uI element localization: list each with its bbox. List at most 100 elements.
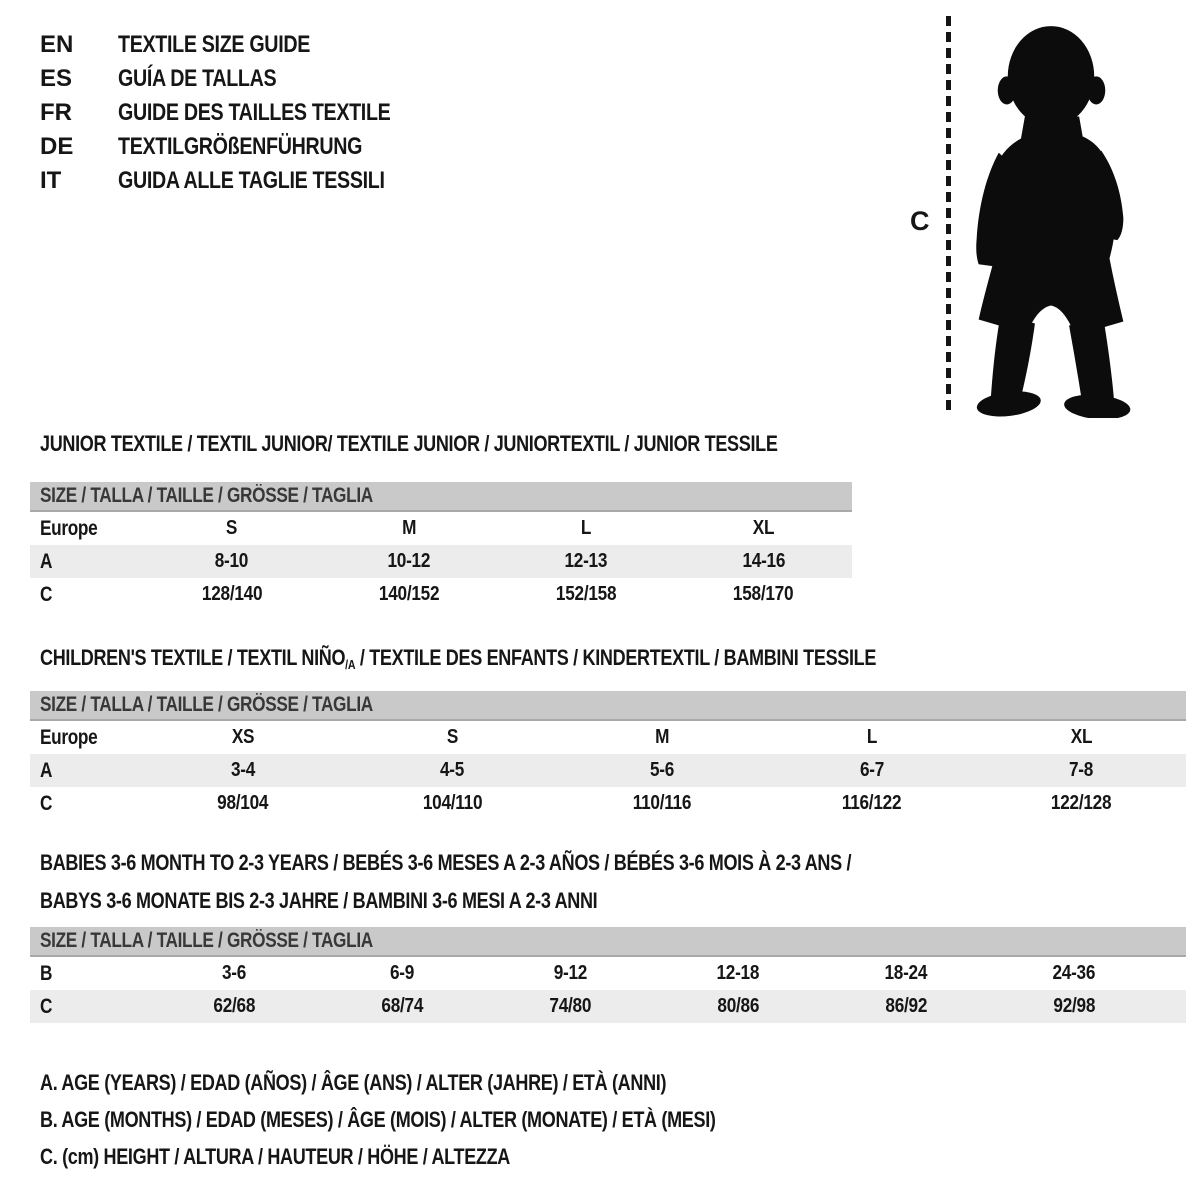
cell-value: XL: [752, 517, 775, 539]
row-label: Europe: [40, 516, 98, 540]
toddler-silhouette-icon: [976, 26, 1131, 418]
table-row-europe: Europe S M L XL: [30, 512, 852, 545]
cell-value: 12-13: [564, 550, 608, 572]
cell-value: 3-4: [230, 759, 255, 781]
row-label: C: [40, 994, 53, 1018]
language-row: IT GUIDA ALLE TAGLIE TESSILI: [40, 164, 450, 198]
cell-value: 24-36: [1052, 962, 1096, 984]
children-size-table: SIZE / TALLA / TAILLE / GRÖSSE / TAGLIA …: [30, 691, 1186, 820]
row-label: C: [40, 791, 53, 815]
heading-subscript: /A: [345, 657, 356, 672]
row-label: A: [40, 549, 53, 573]
babies-size-table: SIZE / TALLA / TAILLE / GRÖSSE / TAGLIA …: [30, 927, 1186, 1023]
cell-value: 6-7: [859, 759, 884, 781]
cell-value: 7-8: [1069, 759, 1094, 781]
row-label: B: [40, 961, 53, 985]
cell-value: 92/98: [1053, 995, 1095, 1017]
measure-legend: A. AGE (YEARS) / EDAD (AÑOS) / ÂGE (ANS)…: [40, 1064, 864, 1175]
language-title: TEXTILE SIZE GUIDE: [118, 31, 311, 58]
language-title: GUIDA ALLE TAGLIE TESSILI: [118, 167, 385, 194]
cell-value: 80/86: [717, 995, 759, 1017]
legend-text: C. (cm) HEIGHT / ALTURA / HAUTEUR / HÖHE…: [40, 1143, 511, 1169]
language-title: TEXTILGRÖßENFÜHRUNG: [118, 133, 363, 160]
cell-value: XL: [1070, 726, 1092, 748]
legend-line-a: A. AGE (YEARS) / EDAD (AÑOS) / ÂGE (ANS)…: [40, 1064, 864, 1101]
row-label: Europe: [40, 725, 98, 749]
cell-value: 122/128: [1050, 792, 1112, 814]
size-header-band: SIZE / TALLA / TAILLE / GRÖSSE / TAGLIA: [30, 691, 1186, 721]
table-row-b: B 3-6 6-9 9-12 12-18 18-24 24-36: [30, 957, 1186, 990]
table-rows: B 3-6 6-9 9-12 12-18 18-24 24-36 C 62/68 68/74 74/…: [30, 957, 1186, 1023]
cell-value: 6-9: [389, 962, 415, 984]
cell-value: M: [401, 517, 416, 539]
section-heading-line2: BABYS 3-6 MONATE BIS 2-3 JAHRE / BAMBINI…: [40, 888, 598, 913]
language-title: GUÍA DE TALLAS: [118, 65, 277, 92]
legend-text: A. AGE (YEARS) / EDAD (AÑOS) / ÂGE (ANS)…: [40, 1069, 667, 1095]
cell-value: 98/104: [217, 792, 269, 814]
junior-size-table: SIZE / TALLA / TAILLE / GRÖSSE / TAGLIA …: [30, 482, 852, 611]
cell-value: 3-6: [221, 962, 247, 984]
cell-value: 8-10: [214, 550, 249, 572]
size-header-label: SIZE / TALLA / TAILLE / GRÖSSE / TAGLIA: [40, 929, 373, 952]
row-label: A: [40, 758, 53, 782]
cell-value: 104/110: [422, 792, 483, 814]
section-heading-babies: BABIES 3-6 MONTH TO 2-3 YEARS / BEBÉS 3-…: [40, 844, 1029, 920]
cell-value: L: [580, 517, 592, 539]
section-heading-line1: BABIES 3-6 MONTH TO 2-3 YEARS / BEBÉS 3-…: [40, 850, 852, 875]
size-header-label: SIZE / TALLA / TAILLE / GRÖSSE / TAGLIA: [40, 693, 373, 716]
language-code: EN: [40, 31, 74, 58]
cell-value: 152/158: [555, 583, 617, 605]
cell-value: 116/122: [841, 792, 902, 814]
language-title: GUIDE DES TAILLES TEXTILE: [118, 99, 391, 126]
legend-line-b: B. AGE (MONTHS) / EDAD (MESES) / ÂGE (MO…: [40, 1101, 864, 1138]
language-row: FR GUIDE DES TAILLES TEXTILE: [40, 96, 450, 130]
cell-value: S: [226, 517, 238, 539]
legend-text: B. AGE (MONTHS) / EDAD (MESES) / ÂGE (MO…: [40, 1106, 716, 1132]
language-code: FR: [40, 99, 72, 126]
section-heading-junior: JUNIOR TEXTILE / TEXTIL JUNIOR/ TEXTILE …: [40, 431, 939, 457]
language-code: DE: [40, 133, 74, 160]
table-row-c: C 98/104 104/110 110/116 116/122 122/128: [30, 787, 1186, 820]
cell-value: 128/140: [201, 583, 262, 605]
size-header-band: SIZE / TALLA / TAILLE / GRÖSSE / TAGLIA: [30, 482, 852, 512]
cell-value: S: [446, 726, 458, 748]
table-row-c: C 128/140 140/152 152/158 158/170: [30, 578, 852, 611]
row-label: C: [40, 582, 53, 606]
table-row-c: C 62/68 68/74 74/80 80/86 86/92 92/98: [30, 990, 1186, 1023]
table-row-a: A 3-4 4-5 5-6 6-7 7-8: [30, 754, 1186, 787]
cell-value: 12-18: [716, 962, 760, 984]
cell-value: XS: [231, 726, 255, 748]
cell-value: 140/152: [378, 583, 440, 605]
cell-value: 5-6: [649, 759, 675, 781]
language-row: DE TEXTILGRÖßENFÜHRUNG: [40, 130, 450, 164]
cell-value: 110/116: [632, 792, 692, 814]
size-header-label: SIZE / TALLA / TAILLE / GRÖSSE / TAGLIA: [40, 484, 373, 507]
cell-value: 10-12: [387, 550, 431, 572]
size-header-band: SIZE / TALLA / TAILLE / GRÖSSE / TAGLIA: [30, 927, 1186, 957]
language-code: IT: [40, 167, 62, 194]
table-row-europe: Europe XS S M L XL: [30, 721, 1186, 754]
language-row: ES GUÍA DE TALLAS: [40, 62, 450, 96]
language-row: EN TEXTILE SIZE GUIDE: [40, 28, 450, 62]
language-title-block: EN TEXTILE SIZE GUIDE ES GUÍA DE TALLAS …: [40, 28, 450, 198]
cell-value: 4-5: [440, 759, 465, 781]
height-figure: C: [900, 0, 1200, 432]
cell-value: 62/68: [213, 995, 255, 1017]
table-rows: Europe S M L XL A 8-10 10-12 12-13 14-16 C 128/140 1…: [30, 512, 852, 611]
table-rows: Europe XS S M L XL A 3-4 4-5 5-6 6-7 7-8 C 98/104 104/…: [30, 721, 1186, 820]
cell-value: 68/74: [381, 995, 423, 1017]
cell-value: M: [654, 726, 670, 748]
cell-value: 158/170: [733, 583, 794, 605]
cell-value: 86/92: [885, 995, 927, 1017]
language-code: ES: [40, 65, 73, 92]
height-measure-dashed-line: [946, 16, 951, 414]
section-heading-text: CHILDREN'S TEXTILE / TEXTIL NIÑO/A / TEX…: [40, 645, 877, 672]
height-measure-label: C: [910, 206, 930, 236]
table-row-a: A 8-10 10-12 12-13 14-16: [30, 545, 852, 578]
cell-value: 9-12: [553, 962, 587, 984]
cell-value: 18-24: [884, 962, 928, 984]
cell-value: 14-16: [742, 550, 785, 572]
cell-value: L: [866, 726, 877, 748]
section-heading-children: CHILDREN'S TEXTILE / TEXTIL NIÑO/A / TEX…: [40, 645, 1060, 678]
